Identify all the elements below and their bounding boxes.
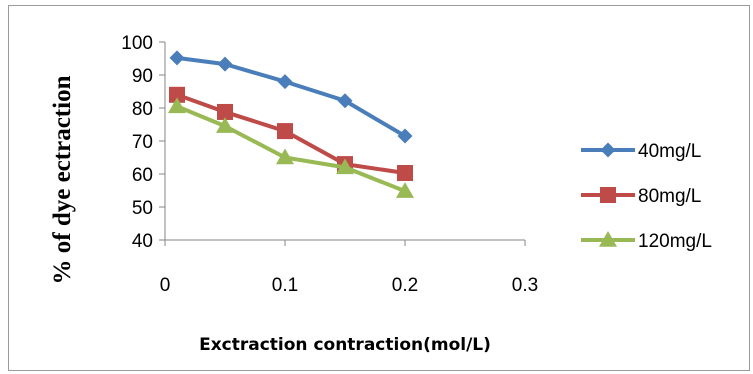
y-tick-label: 70	[132, 132, 153, 153]
x-tick-label: 0.2	[392, 275, 418, 296]
x-tick-label: 0.3	[512, 275, 538, 296]
legend: 40mg/L 80mg/L 120mg/L	[581, 141, 712, 252]
series-0	[169, 50, 413, 144]
data-point	[169, 50, 185, 66]
y-tick-label: 100	[121, 33, 153, 54]
data-point	[277, 123, 293, 140]
legend-item: 120mg/L	[581, 231, 712, 252]
series-1	[169, 86, 413, 182]
legend-item: 80mg/L	[581, 186, 701, 207]
data-point	[336, 158, 354, 175]
data-point	[397, 165, 413, 182]
chart-frame	[8, 5, 750, 371]
legend-label: 40mg/L	[638, 141, 701, 162]
data-point	[217, 103, 233, 120]
y-axis-label: % of dye ectraction	[49, 75, 76, 284]
legend-marker	[599, 231, 617, 247]
legend-marker	[600, 142, 616, 158]
x-tick-label: 0	[160, 275, 171, 296]
data-point	[168, 97, 186, 114]
series-line	[176, 104, 406, 194]
axes: 40 50 60 70 80 90 100 0 0.1 0.2 0.3	[121, 33, 538, 296]
data-point	[397, 128, 413, 144]
data-point	[337, 93, 353, 109]
y-tick-label: 90	[132, 66, 153, 87]
data-point	[396, 182, 414, 198]
series-2	[168, 97, 414, 198]
data-point	[217, 56, 233, 72]
data-point	[276, 148, 294, 165]
legend-label: 80mg/L	[638, 186, 701, 207]
y-tick-label: 40	[132, 231, 153, 252]
legend-marker	[600, 187, 616, 203]
y-tick-label: 80	[132, 99, 153, 120]
x-tick-label: 0.1	[272, 275, 298, 296]
y-tick-label: 50	[132, 198, 153, 219]
data-point	[169, 86, 185, 103]
legend-label: 120mg/L	[638, 231, 712, 252]
x-axis-label: Exctraction contraction(mol/L)	[199, 335, 491, 355]
data-point	[216, 117, 234, 133]
legend-item: 40mg/L	[581, 141, 701, 162]
series-layer	[168, 50, 414, 198]
data-point	[277, 74, 293, 90]
y-tick-label: 60	[132, 165, 153, 186]
